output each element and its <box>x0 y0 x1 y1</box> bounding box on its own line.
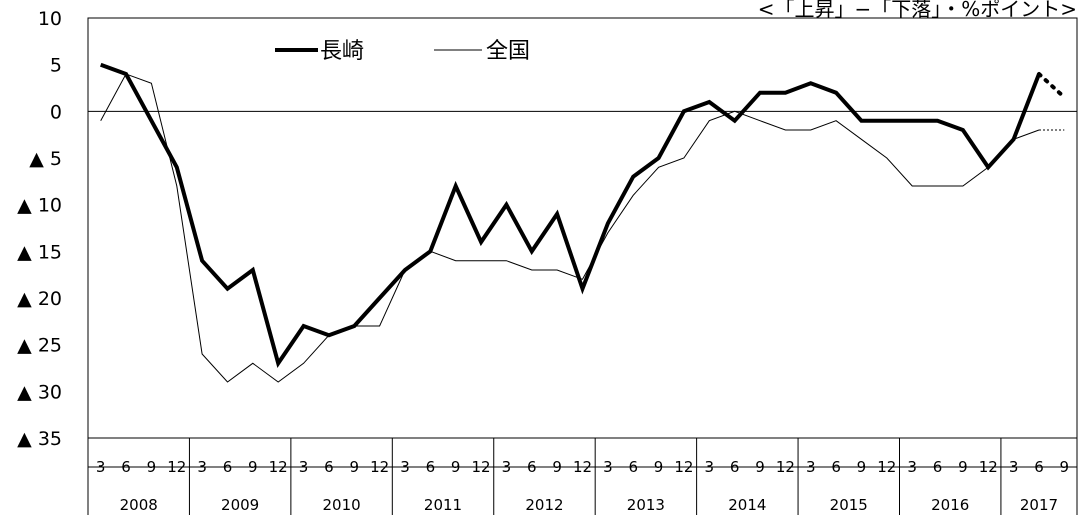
x-year-label: 2010 <box>322 496 360 514</box>
y-tick-label: ▲ 35 <box>17 428 62 450</box>
plot-border <box>87 17 1078 439</box>
x-axis-table: 3 6 9 12 3 6 9 12 3 6 9 12 3 6 9 12 3 6 9 12 3 6 9 12 3 6 9 12 3 6 9 12… <box>87 438 1078 515</box>
x-year-label: 2009 <box>221 496 259 514</box>
y-tick-label: ▲ 25 <box>17 335 62 357</box>
legend: 長崎 全国 <box>275 39 530 64</box>
x-year-label: 2011 <box>424 496 462 514</box>
series-line <box>100 62 1041 369</box>
x-year-label: 2015 <box>830 496 868 514</box>
legend-label: 全国 <box>486 39 530 64</box>
y-axis-ticks: 10 5 0 ▲ 5 ▲ 10 ▲ 15 ▲ 20 ▲ 25 ▲ 30 ▲ 35 <box>17 8 62 450</box>
y-tick-label: 10 <box>38 8 62 30</box>
x-year-label: 2012 <box>525 496 563 514</box>
y-tick-label: ▲ 5 <box>29 148 62 170</box>
x-year-label: 2008 <box>120 496 158 514</box>
y-tick-label: ▲ 15 <box>17 241 62 263</box>
y-tick-label: ▲ 30 <box>17 381 62 403</box>
x-year-label: 2013 <box>627 496 665 514</box>
y-tick-label: ▲ 20 <box>17 288 62 310</box>
y-tick-label: ▲ 10 <box>17 195 62 217</box>
unit-note: <「上昇」−「下落」・%ポイント> <box>757 0 1077 21</box>
x-year-label: 2017 <box>1020 496 1058 514</box>
legend-label: 長崎 <box>320 39 364 64</box>
series-line <box>100 73 1040 383</box>
y-tick-label: 5 <box>50 55 62 77</box>
series-forecast-line <box>1037 72 1067 100</box>
x-year-label: 2014 <box>728 496 766 514</box>
chart-frame <box>87 17 1078 439</box>
x-year-label: 2016 <box>931 496 969 514</box>
series-lines <box>100 62 1067 383</box>
y-tick-label: 0 <box>50 101 62 123</box>
